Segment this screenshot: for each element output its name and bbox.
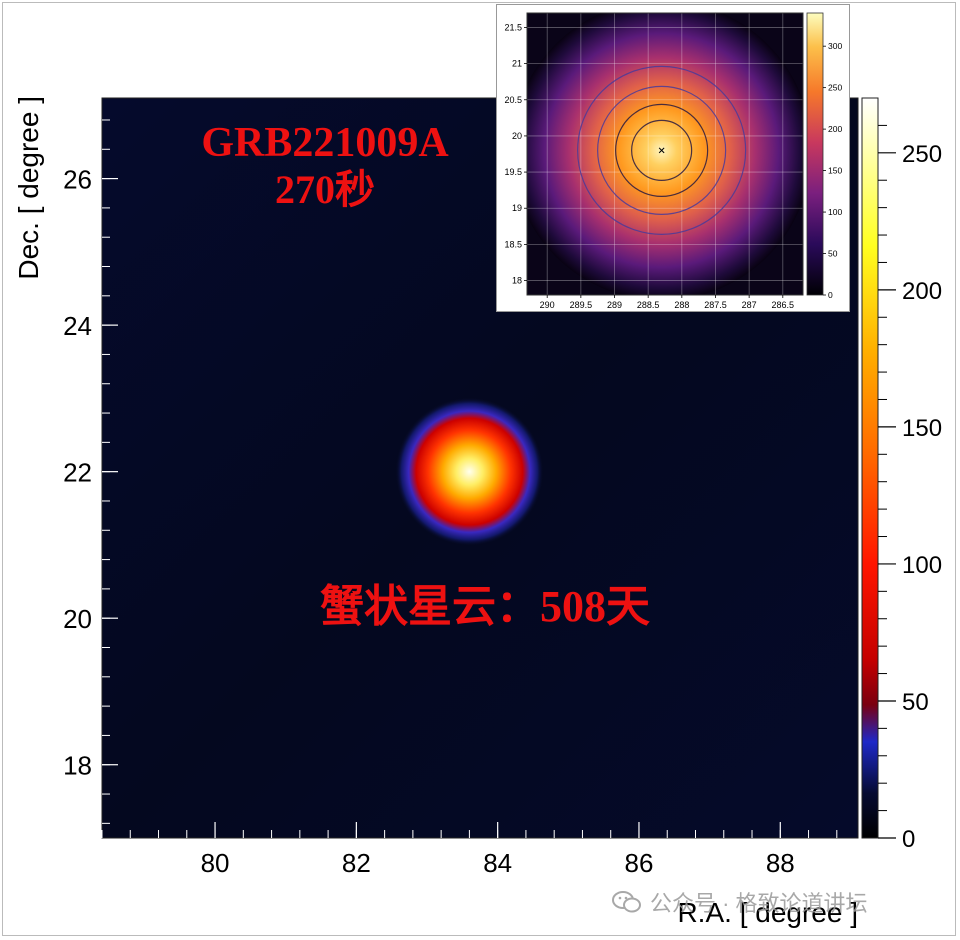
grb-time-annotation: 270秒 <box>275 167 375 212</box>
inset-x-tick-label: 287.5 <box>704 300 727 310</box>
inset-plot-border <box>526 12 804 296</box>
y-tick-label: 20 <box>63 604 92 634</box>
x-axis-ticks: 80 82 84 86 88 <box>101 822 838 878</box>
grb-position-marker <box>658 147 665 154</box>
crab-nebula-annotation: 蟹状星云：508天 <box>320 582 650 631</box>
inset-y-tick-label: 20.5 <box>504 95 522 105</box>
x-tick-label: 88 <box>766 848 795 878</box>
y-axis-ticks: 18 20 22 24 26 <box>63 119 118 824</box>
inset-colorbar-tick-label: 250 <box>828 83 842 93</box>
y-tick-label: 24 <box>63 311 92 341</box>
inset-y-tick-label: 18.5 <box>504 239 522 249</box>
x-tick-label: 82 <box>342 848 371 878</box>
x-tick-label: 84 <box>483 848 512 878</box>
inset-contour-ring <box>577 65 747 235</box>
colorbar-tick-label: 250 <box>902 141 942 168</box>
inset-chart-panel: 290 289.5 289 288.5 288 287.5 287 286.5 18 18.5 1… <box>496 4 850 312</box>
colorbar-tick-label: 100 <box>902 552 942 579</box>
grb-source-glow <box>527 13 803 295</box>
inset-colorbar-tick-label: 200 <box>828 124 842 134</box>
inset-colorbar <box>806 12 824 296</box>
y-tick-label: 26 <box>63 165 92 195</box>
colorbar-tick-label: 50 <box>902 689 929 716</box>
inset-x-tick-label: 286.5 <box>772 300 795 310</box>
inset-y-tick-label: 19 <box>512 203 522 213</box>
colorbar-tick-label: 150 <box>902 415 942 442</box>
marker-stroke-b <box>658 147 665 154</box>
inset-x-tick-label: 288 <box>674 300 689 310</box>
inset-contour-ring <box>631 119 693 181</box>
wechat-icon <box>612 891 641 913</box>
inset-heatmap-chart: 290 289.5 289 288.5 288 287.5 287 286.5 1818.51… <box>504 12 842 310</box>
inset-grid <box>527 13 803 295</box>
colorbar-ticks: 0 50 100 150 200 250 <box>878 124 942 853</box>
crab-nebula-source <box>395 397 544 546</box>
plot-border <box>101 97 859 839</box>
colorbar-tick-label: 200 <box>902 278 942 305</box>
inset-colorbar-ticks: 0 50 100 150 200 250 300 <box>823 41 842 300</box>
inset-colorbar-tick-label: 100 <box>828 207 842 217</box>
watermark-text: 公众号 · 格致论道讲坛 <box>650 891 868 916</box>
inset-y-tick-label: 21.5 <box>504 22 522 32</box>
inset-colorbar-tick-label: 0 <box>828 290 833 300</box>
inset-colorbar-tick-label: 300 <box>828 41 842 51</box>
inset-y-tick-label: 20 <box>512 131 522 141</box>
colorbar <box>861 97 879 839</box>
inset-x-axis-ticks: 290 289.5 289 288.5 288 287.5 287 286.5 <box>540 295 794 310</box>
inset-y-axis-ticks: 18 18.5 19 19.5 20 20.5 21 21.5 <box>504 22 527 286</box>
grb-title-annotation: GRB221009A <box>201 120 449 166</box>
inset-x-tick-label: 289.5 <box>570 300 593 310</box>
inset-y-tick-label: 18 <box>512 276 522 286</box>
inset-y-tick-label: 21 <box>512 59 522 69</box>
inset-contours <box>577 65 747 235</box>
inset-x-tick-label: 287 <box>742 300 757 310</box>
x-tick-label: 86 <box>625 848 654 878</box>
y-tick-label: 18 <box>63 751 92 781</box>
inset-colorbar-tick-label: 50 <box>828 249 838 259</box>
inset-contour-ring <box>615 103 709 197</box>
inset-colorbar-tick-label: 150 <box>828 166 842 176</box>
watermark: 公众号 · 格致论道讲坛 <box>612 888 868 916</box>
colorbar-tick-label: 0 <box>902 826 915 853</box>
y-tick-label: 22 <box>63 458 92 488</box>
inset-y-tick-label: 19.5 <box>504 167 522 177</box>
inset-contour-ring <box>597 85 727 215</box>
y-axis-label: Dec. [ degree ] <box>13 96 44 280</box>
x-axis-label: R.A. [ degree ] <box>677 897 858 928</box>
inset-x-tick-label: 288.5 <box>637 300 660 310</box>
inset-x-tick-label: 290 <box>540 300 555 310</box>
inset-x-tick-label: 289 <box>607 300 622 310</box>
x-tick-label: 80 <box>201 848 230 878</box>
